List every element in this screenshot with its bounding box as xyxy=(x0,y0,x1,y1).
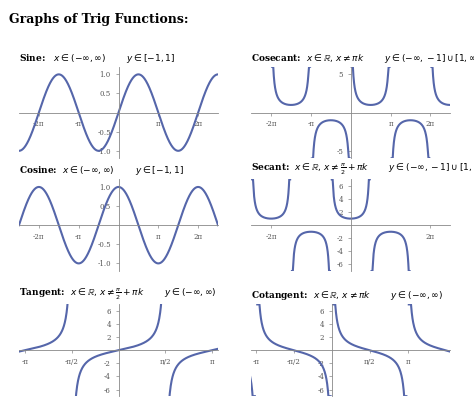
Text: Graphs of Trig Functions:: Graphs of Trig Functions: xyxy=(9,13,189,25)
Text: Cosine:  $x\in(-\infty,\infty)$       $y\in[-1,1]$: Cosine: $x\in(-\infty,\infty)$ $y\in[-1,… xyxy=(19,164,184,177)
Text: Tangent:  $x\in\mathbb{R},\,x\neq\frac{\pi}{2}+\pi k$       $y\in(-\infty,\infty: Tangent: $x\in\mathbb{R},\,x\neq\frac{\p… xyxy=(19,287,217,302)
Text: Cosecant:  $x\in\mathbb{R},\,x\neq\pi k$       $y\in(-\infty,-1]\cup[1,\infty)$: Cosecant: $x\in\mathbb{R},\,x\neq\pi k$ … xyxy=(251,52,474,65)
Text: Sine:   $x\in(-\infty,\infty)$       $y\in[-1,1]$: Sine: $x\in(-\infty,\infty)$ $y\in[-1,1]… xyxy=(19,52,175,65)
Text: Secant:  $x\in\mathbb{R},\,x\neq\frac{\pi}{2}+\pi k$       $y\in(-\infty,-1]\cup: Secant: $x\in\mathbb{R},\,x\neq\frac{\pi… xyxy=(251,162,474,177)
Text: Cotangent:  $x\in\mathbb{R},\,x\neq\pi k$       $y\in(-\infty,\infty)$: Cotangent: $x\in\mathbb{R},\,x\neq\pi k$… xyxy=(251,289,443,302)
